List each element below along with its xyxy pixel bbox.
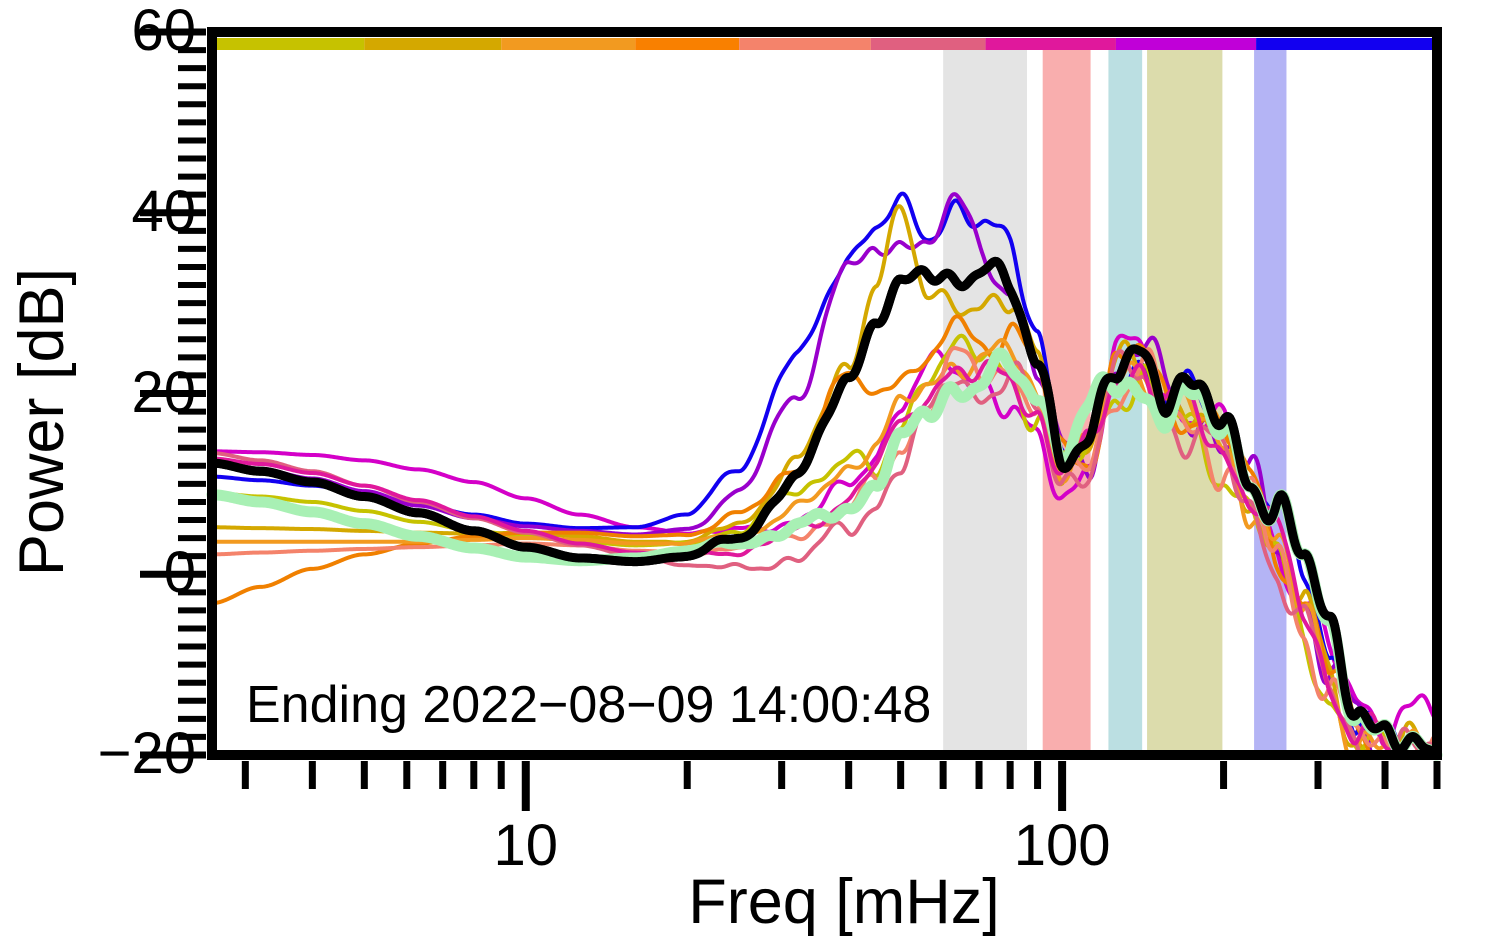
x-tick-label: 10 bbox=[493, 813, 559, 878]
colorbar-segment-2 bbox=[501, 38, 636, 50]
colorbar-segment-0 bbox=[212, 38, 365, 50]
colorbar-segment-5 bbox=[870, 38, 986, 50]
colorbar-segment-7 bbox=[1115, 38, 1257, 50]
axis-spine-right bbox=[1432, 27, 1442, 760]
colorbar-segment-3 bbox=[635, 38, 740, 50]
curve-trace-pink-magenta bbox=[210, 358, 1439, 757]
y-tick-label: 60 bbox=[131, 0, 196, 63]
frequency-colorbar bbox=[212, 38, 1437, 50]
curve-trace-olive-yellow bbox=[210, 333, 1439, 757]
y-tick-label: 40 bbox=[131, 178, 196, 244]
y-tick-label: −20 bbox=[97, 721, 196, 786]
colorbar-segment-6 bbox=[985, 38, 1116, 50]
colorbar-segment-1 bbox=[364, 38, 502, 50]
y-tick-label: 20 bbox=[131, 359, 196, 425]
spectrum-curves bbox=[206, 191, 1443, 761]
colorbar-segment-8 bbox=[1256, 38, 1437, 50]
colorbar-segment-4 bbox=[739, 38, 871, 50]
y-tick-label: 0 bbox=[163, 540, 196, 606]
y-axis-title: Power [dB] bbox=[7, 267, 77, 577]
axis-spine-left bbox=[207, 27, 217, 760]
ending-timestamp-annotation: Ending 2022−08−09 14:00:48 bbox=[246, 676, 932, 734]
curve-mean-spectrum-overlay bbox=[207, 256, 1442, 760]
band-lavender bbox=[1254, 40, 1287, 755]
x-tick-label: 100 bbox=[1013, 813, 1111, 878]
x-axis-title: Freq [mHz] bbox=[688, 867, 1000, 937]
axis-decorations bbox=[140, 27, 1442, 811]
axis-spine-top bbox=[207, 27, 1442, 37]
axis-spine-bottom bbox=[207, 750, 1442, 760]
y-tick-label-group: 60 40 20 0 −20 bbox=[0, 0, 196, 952]
